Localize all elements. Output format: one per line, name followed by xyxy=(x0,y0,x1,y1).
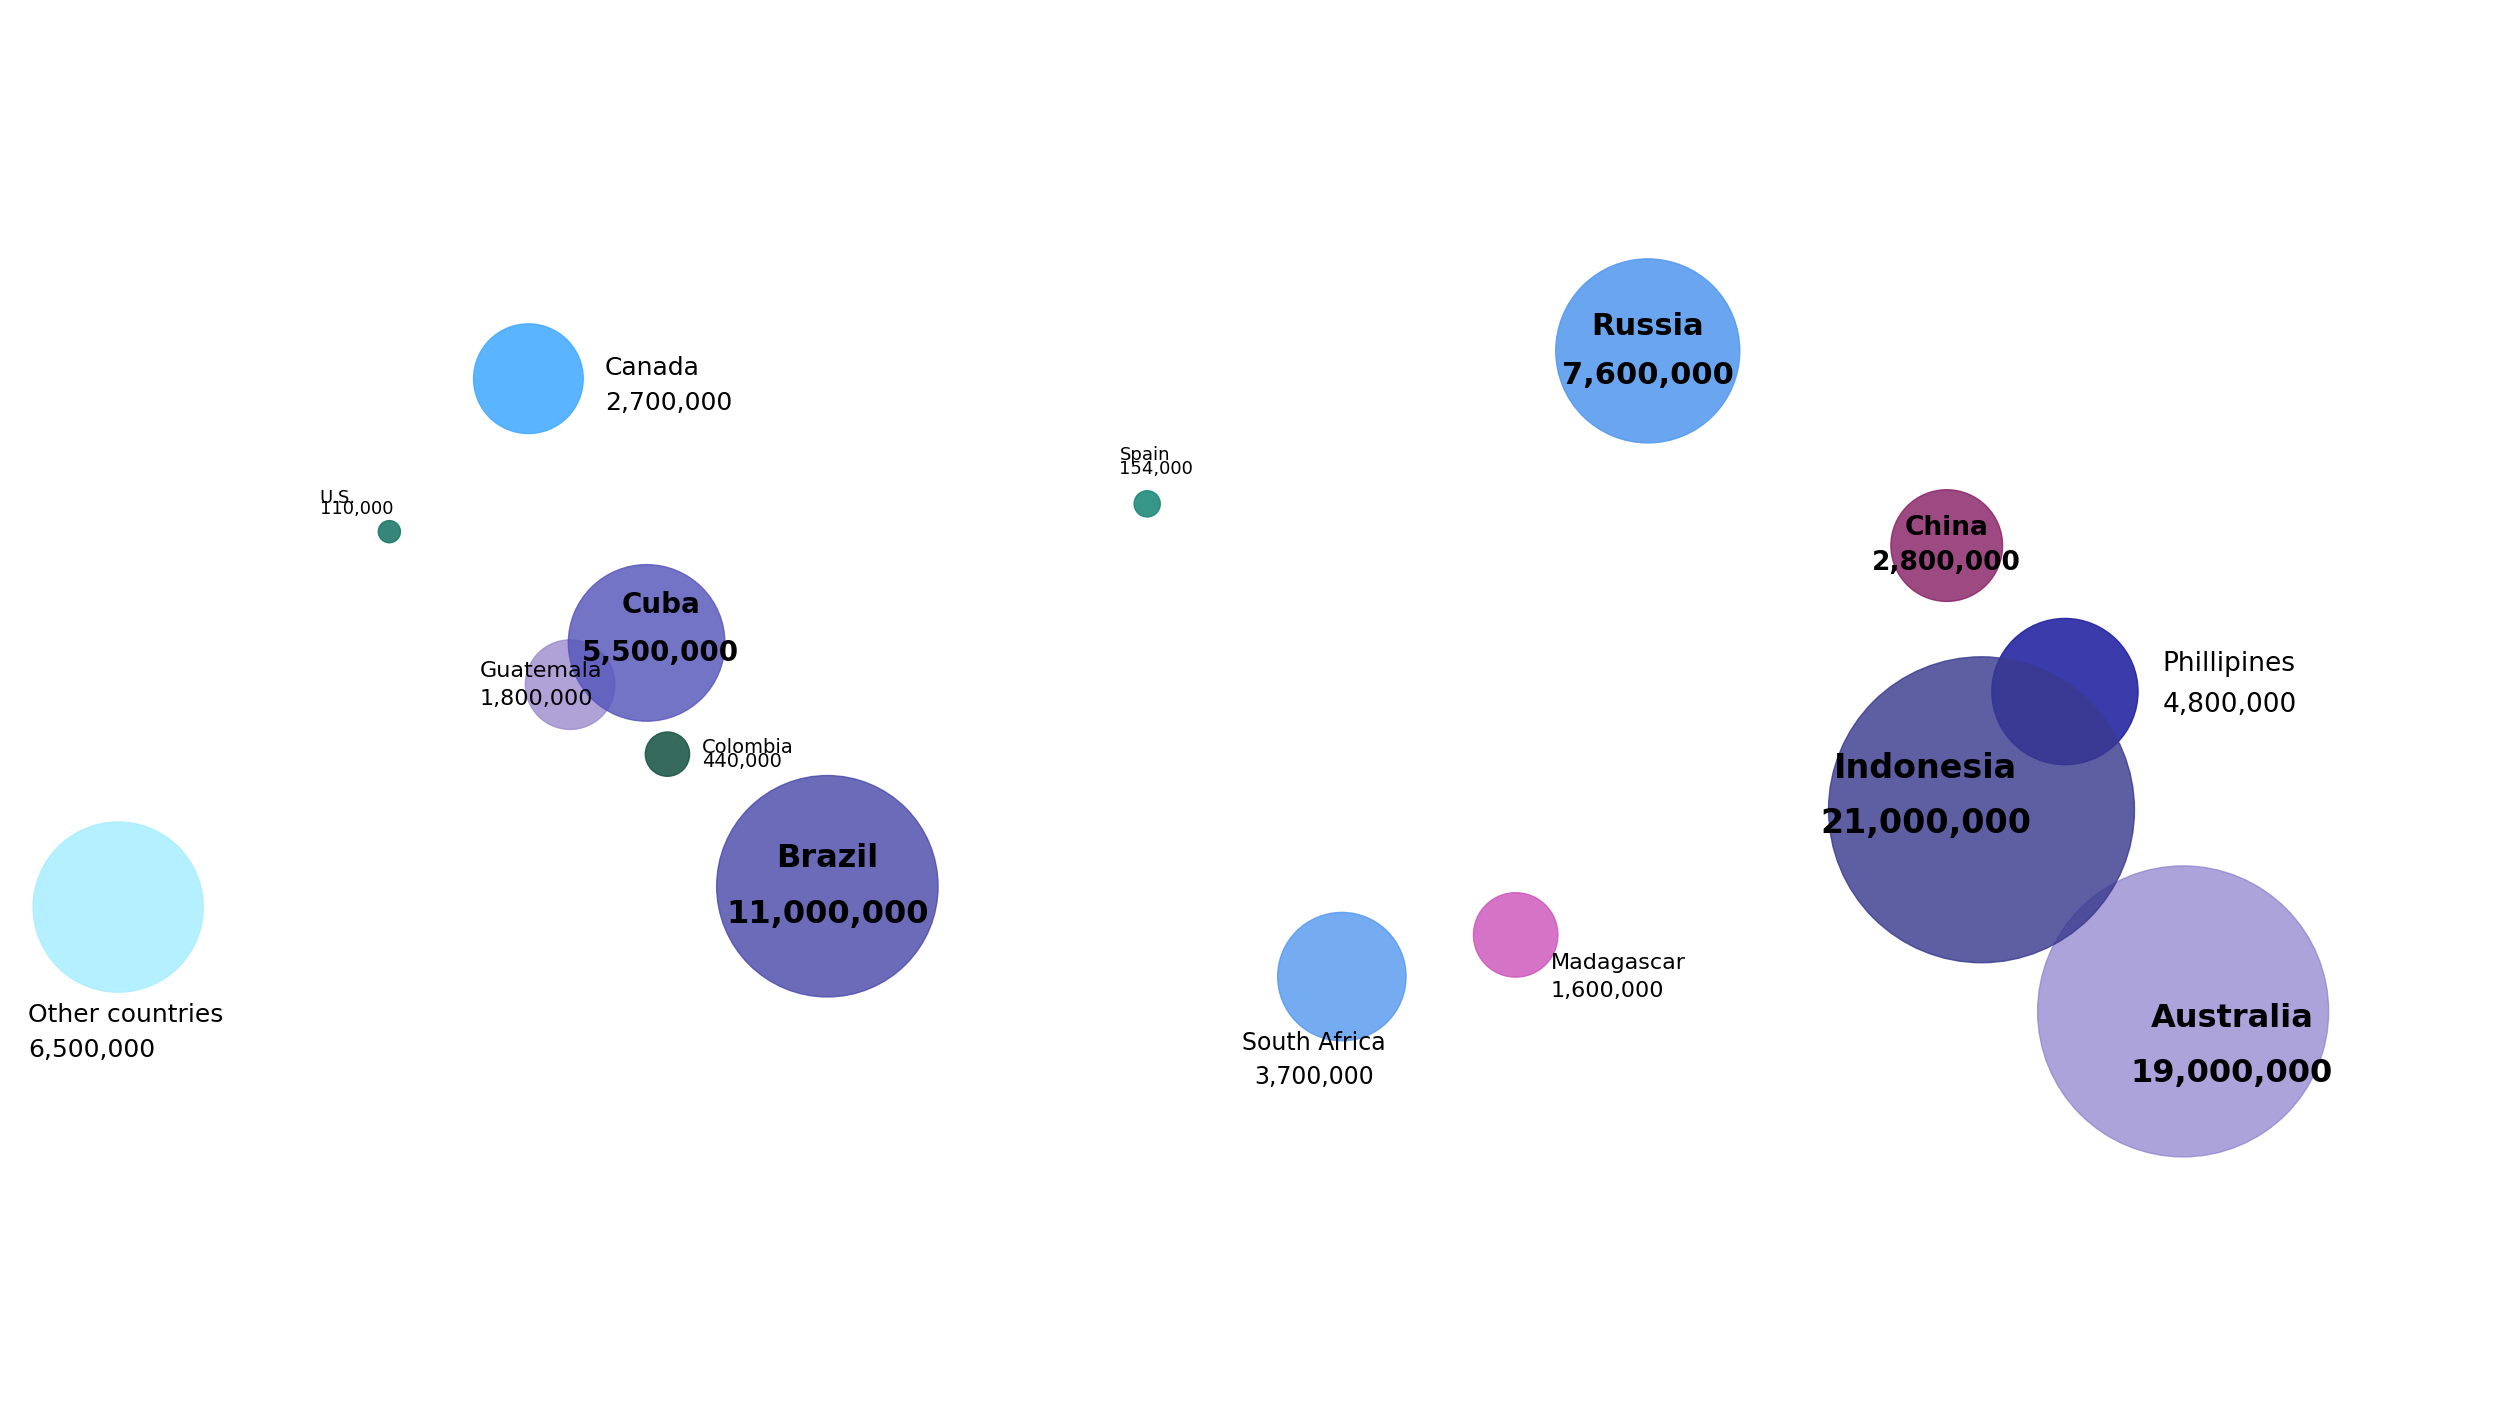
Text: 19,000,000: 19,000,000 xyxy=(2132,1059,2334,1090)
Circle shape xyxy=(569,564,724,722)
Circle shape xyxy=(1992,618,2139,765)
Text: 11,000,000: 11,000,000 xyxy=(726,899,929,929)
Text: 2,800,000: 2,800,000 xyxy=(1872,550,2022,576)
Circle shape xyxy=(524,640,614,730)
Circle shape xyxy=(2037,866,2329,1157)
Circle shape xyxy=(1555,258,1740,442)
Text: 110,000: 110,000 xyxy=(319,500,394,518)
Circle shape xyxy=(474,324,584,434)
Text: 4,800,000: 4,800,000 xyxy=(2162,692,2296,719)
Text: 7,600,000: 7,600,000 xyxy=(1562,361,1735,390)
Circle shape xyxy=(1133,491,1161,517)
Text: Guatemala: Guatemala xyxy=(479,661,602,681)
Text: 21,000,000: 21,000,000 xyxy=(1820,807,2032,840)
Text: China: China xyxy=(1904,515,1989,541)
Text: 3,700,000: 3,700,000 xyxy=(1253,1066,1373,1090)
Text: Colombia: Colombia xyxy=(701,737,794,757)
Text: Russia: Russia xyxy=(1592,312,1705,341)
Text: South Africa: South Africa xyxy=(1243,1031,1385,1054)
Circle shape xyxy=(1473,893,1558,977)
Circle shape xyxy=(1278,913,1405,1040)
Circle shape xyxy=(32,821,202,993)
Circle shape xyxy=(646,731,689,776)
Text: 2,700,000: 2,700,000 xyxy=(604,392,731,416)
Text: Phillipines: Phillipines xyxy=(2162,651,2296,677)
Circle shape xyxy=(1830,657,2134,963)
Text: 6,500,000: 6,500,000 xyxy=(27,1038,155,1061)
Text: Other countries: Other countries xyxy=(27,1002,222,1026)
Text: 5,500,000: 5,500,000 xyxy=(582,639,739,667)
Text: Cuba: Cuba xyxy=(622,591,699,619)
Text: Spain: Spain xyxy=(1118,446,1171,465)
Text: Australia: Australia xyxy=(2152,1002,2314,1033)
Circle shape xyxy=(1892,490,2002,601)
Circle shape xyxy=(379,521,399,543)
Text: Canada: Canada xyxy=(604,357,699,380)
Text: Brazil: Brazil xyxy=(776,842,879,873)
Text: 1,800,000: 1,800,000 xyxy=(479,688,594,709)
Text: Indonesia: Indonesia xyxy=(1835,751,2017,785)
Text: Madagascar: Madagascar xyxy=(1550,953,1685,973)
Text: 1,600,000: 1,600,000 xyxy=(1550,980,1665,1001)
Text: U.S.: U.S. xyxy=(319,489,357,507)
Text: 154,000: 154,000 xyxy=(1118,461,1193,479)
Text: 440,000: 440,000 xyxy=(701,751,781,771)
Circle shape xyxy=(716,775,938,997)
